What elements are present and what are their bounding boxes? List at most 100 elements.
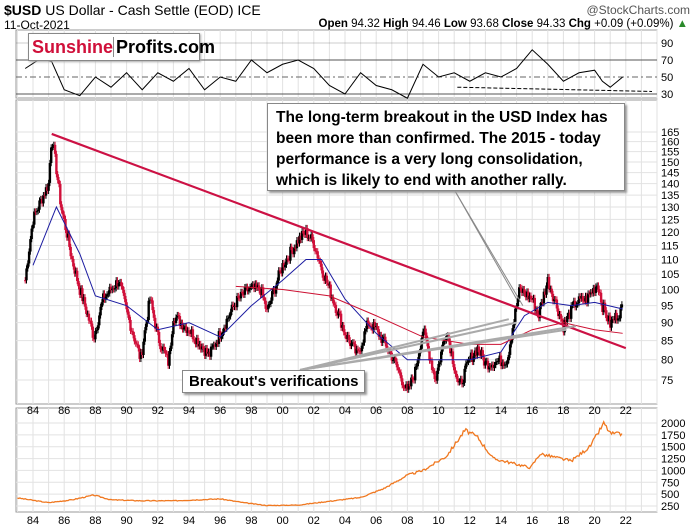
candle-body [596,285,599,287]
candle-body [354,343,357,354]
gold-tick-label: 2000 [661,418,685,430]
x-tick-label: 94 [183,515,195,527]
rsi-tick-label: 70 [661,55,673,67]
candle-body [272,289,275,292]
candle-body [38,200,41,210]
candle-body [252,284,256,289]
candle-body [558,314,561,317]
candle-body [96,325,100,331]
price-tick-label: 105 [661,269,679,281]
candle-body [375,326,378,328]
rsi-trendline [457,86,653,92]
candle-body [230,304,234,312]
candle-body [233,305,236,307]
candle-body [590,292,594,294]
candle-body [281,263,284,274]
candle-body [122,290,126,296]
x-tick-label: 06 [370,405,382,417]
candle-body [237,296,240,298]
annotation-pointer [299,325,577,371]
candle-body [51,146,54,148]
x-tick-label: 88 [89,515,101,527]
candle-body [356,348,360,351]
price-tick-label: 80 [661,355,673,367]
candle-body [35,211,39,213]
candle-body [265,308,269,310]
candle-body [225,318,228,329]
candle-body [583,301,586,303]
x-tick-label: 84 [27,515,39,527]
candle-body [575,304,578,308]
candle-body [438,362,442,364]
candle-body [467,359,470,362]
candle-body [111,288,114,291]
candle-body [52,144,55,147]
candle-body [363,331,366,343]
candle-body [273,289,276,294]
candle-body [208,351,211,357]
candle-body [160,349,163,351]
open-label: Open [318,18,348,30]
candle-body [91,326,94,338]
candle-body [523,289,526,294]
candle-body [393,357,396,361]
candle-body [620,304,624,308]
symbol: $USD [4,2,42,18]
candle-body [406,384,409,390]
candle-body [219,331,222,339]
price-tick-label: 165 [661,127,679,139]
candle-body [113,288,117,290]
candle-body [525,291,529,298]
candle-body [416,360,419,367]
candle-body [268,303,271,305]
candle-body [124,295,127,303]
candle-body [333,303,336,305]
candle-body [486,360,490,370]
candle-body [206,348,209,354]
candle-body [87,313,91,321]
x-tick-label: 08 [401,515,413,527]
x-tick-label: 12 [464,405,476,417]
candle-body [177,315,180,317]
candle-body [385,343,388,349]
candle-body [186,330,189,333]
candle-body [222,327,226,332]
candle-body [618,318,621,320]
x-tick-label: 16 [526,405,538,417]
candle-body [66,233,70,238]
candle-body [475,350,478,356]
candle-body [78,286,81,295]
candle-body [503,364,507,366]
candle-body [94,330,97,340]
candle-body [73,266,76,274]
gold-tick-label: 1750 [661,430,685,442]
candle-body [44,187,48,196]
price-tick-label: 95 [661,301,673,313]
candle-body [241,291,244,294]
candle-body [194,340,197,345]
candle-body [128,314,131,320]
candle-body [521,289,525,293]
candle-body [592,287,595,294]
candle-body [286,258,289,260]
long-term-trendline [51,132,627,350]
candle-body [397,367,400,371]
candle-body [455,373,458,379]
logo: Sunshine Profits.com [28,33,216,61]
x-tick-label: 96 [214,515,226,527]
candle-body [48,163,52,183]
panel-frame [15,407,658,513]
candle-body [100,302,104,307]
candle-body [298,235,301,244]
candle-body [342,325,345,333]
candle-body [300,231,304,240]
candle-body [189,333,192,335]
annotation-pointer [454,190,524,306]
candle-body [532,297,535,300]
candle-body [436,370,439,381]
candle-body [42,195,45,204]
candle-body [531,298,534,300]
x-tick-label: 18 [557,515,569,527]
candle-body [437,363,440,371]
logo-part1: Sunshine [32,37,114,57]
